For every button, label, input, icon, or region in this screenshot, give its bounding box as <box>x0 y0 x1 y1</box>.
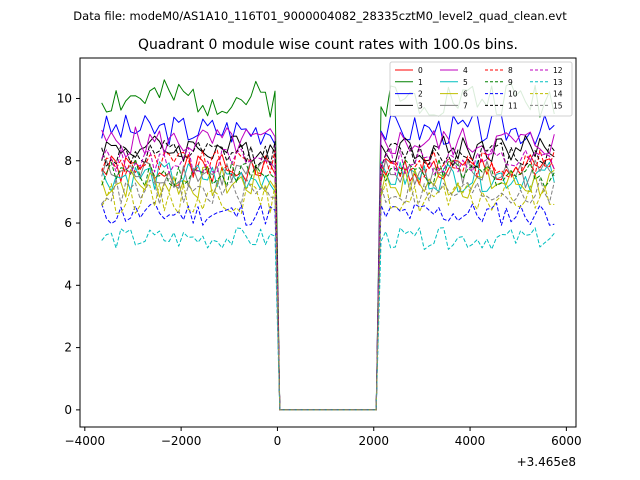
y-tick-label: 4 <box>64 278 72 292</box>
x-tick-label: 0 <box>274 434 282 448</box>
legend-label: 10 <box>508 90 518 99</box>
series-line-13 <box>101 227 555 411</box>
legend-label: 12 <box>553 66 563 75</box>
x-axis: −4000 −2000 0 2000 4000 6000 <box>65 427 582 448</box>
series-line-6 <box>101 165 555 411</box>
legend-label: 4 <box>463 66 468 75</box>
series-line-12 <box>101 146 555 411</box>
legend-label: 2 <box>418 90 423 99</box>
suptitle: Data file: modeM0/AS1A10_116T01_90000040… <box>73 9 567 23</box>
y-axis: 0 2 4 6 8 10 <box>57 91 80 417</box>
series-line-5 <box>101 160 555 411</box>
series-group <box>101 79 555 411</box>
y-tick-label: 10 <box>57 91 72 105</box>
x-offset-label: +3.465e8 <box>517 455 576 469</box>
x-tick-label: −2000 <box>161 434 202 448</box>
legend-label: 7 <box>463 101 468 110</box>
series-line-3 <box>101 135 555 411</box>
chart-title: Quadrant 0 module wise count rates with … <box>138 37 518 53</box>
legend-label: 3 <box>418 101 423 110</box>
legend-label: 14 <box>553 90 563 99</box>
series-line-7 <box>101 158 555 411</box>
legend-label: 13 <box>553 78 563 87</box>
legend-label: 1 <box>418 78 423 87</box>
y-tick-label: 0 <box>64 403 72 417</box>
x-tick-label: 2000 <box>358 434 389 448</box>
series-line-9 <box>101 158 555 411</box>
series-line-11 <box>101 140 555 411</box>
series-line-14 <box>101 182 555 411</box>
legend-label: 9 <box>508 78 513 87</box>
legend-label: 5 <box>463 78 468 87</box>
legend-label: 15 <box>553 101 563 110</box>
x-tick-label: −4000 <box>65 434 106 448</box>
legend-label: 0 <box>418 66 423 75</box>
legend-label: 6 <box>463 90 468 99</box>
legend-label: 8 <box>508 66 513 75</box>
series-line-4 <box>101 126 555 411</box>
series-line-1 <box>101 79 555 411</box>
legend-label: 11 <box>508 101 518 110</box>
legend-box <box>389 61 573 117</box>
plot-frame <box>79 57 577 428</box>
y-tick-label: 8 <box>64 154 72 168</box>
y-tick-label: 2 <box>64 341 72 355</box>
y-tick-label: 6 <box>64 216 72 230</box>
series-line-10 <box>101 201 555 411</box>
series-line-15 <box>101 177 555 411</box>
x-tick-label: 6000 <box>551 434 582 448</box>
x-tick-label: 4000 <box>455 434 486 448</box>
